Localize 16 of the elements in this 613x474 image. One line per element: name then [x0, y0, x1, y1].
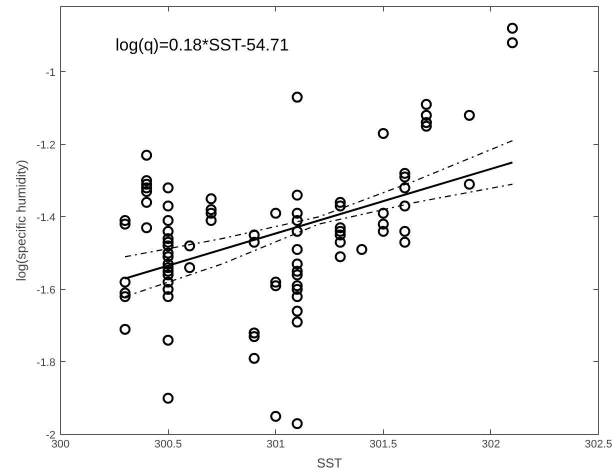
y-tick-label: -1.8 [36, 356, 56, 369]
y-tick-label: -1.6 [36, 284, 56, 296]
x-tick-label: 300 [51, 438, 70, 450]
y-tick-label: -2 [46, 430, 56, 442]
y-axis-title: log(specific humidity) [14, 160, 29, 282]
annotation: log(q)=0.18*SST-54.71 [116, 36, 289, 54]
y-tick-label: -1.4 [36, 212, 56, 224]
x-tick-label: 301 [266, 438, 285, 450]
y-tick-label: -1 [46, 66, 56, 79]
y-tick-label: -1.2 [36, 139, 56, 152]
x-axis-title: SST [316, 456, 342, 470]
line-series [124, 140, 514, 258]
x-tick-label: 302.5 [584, 438, 612, 450]
x-tick-label: 302 [482, 438, 500, 450]
x-tick-label: 300.5 [154, 438, 182, 450]
x-tick-label: 301.5 [370, 438, 398, 450]
